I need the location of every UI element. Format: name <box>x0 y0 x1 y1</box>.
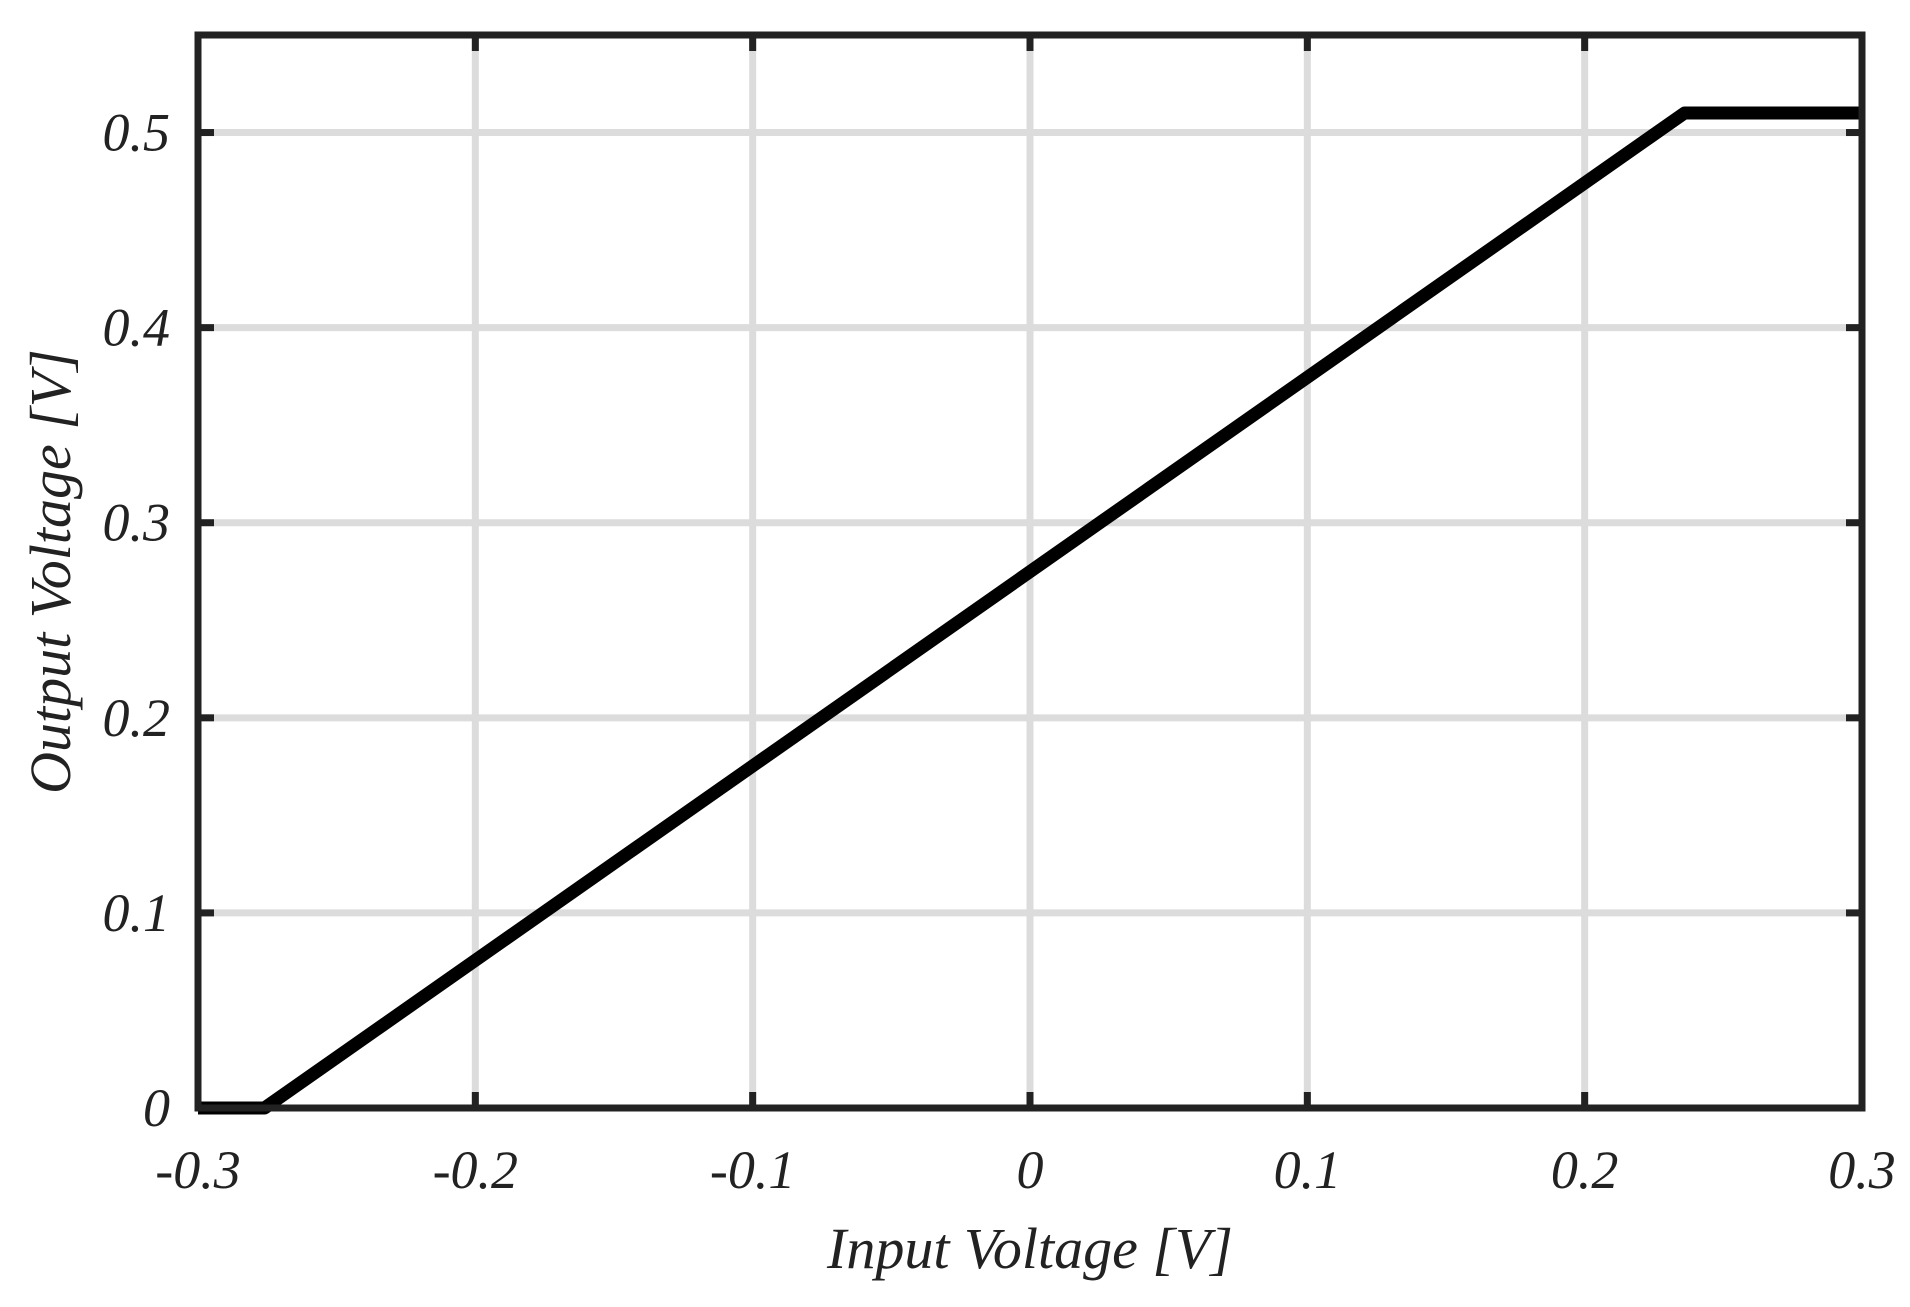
x-tick-label: 0 <box>1017 1140 1044 1200</box>
x-tick-label: -0.3 <box>155 1140 240 1200</box>
x-axis-label: Input Voltage [V] <box>826 1216 1233 1281</box>
tick-labels: -0.3 -0.2 -0.1 0 0.1 0.2 0.3 0 0.1 0.2 0.3 0.4 0.5 <box>103 103 1896 1200</box>
axes-box <box>194 31 1866 1112</box>
x-tick-label: 0.3 <box>1828 1140 1896 1200</box>
y-tick-label: 0.4 <box>103 298 171 358</box>
y-tick-label: 0.3 <box>103 493 171 553</box>
y-tick-label: 0.5 <box>103 103 171 163</box>
y-axis-label: Output Voltage [V] <box>18 349 83 794</box>
y-tick-label: 0.2 <box>103 688 171 748</box>
x-tick-label: 0.2 <box>1551 1140 1619 1200</box>
y-tick-label: 0.1 <box>103 883 171 943</box>
x-tick-label: 0.1 <box>1274 1140 1342 1200</box>
x-tick-label: -0.2 <box>433 1140 518 1200</box>
grid <box>198 35 1862 1108</box>
x-tick-label: -0.1 <box>710 1140 795 1200</box>
y-tick-label: 0 <box>143 1078 170 1138</box>
